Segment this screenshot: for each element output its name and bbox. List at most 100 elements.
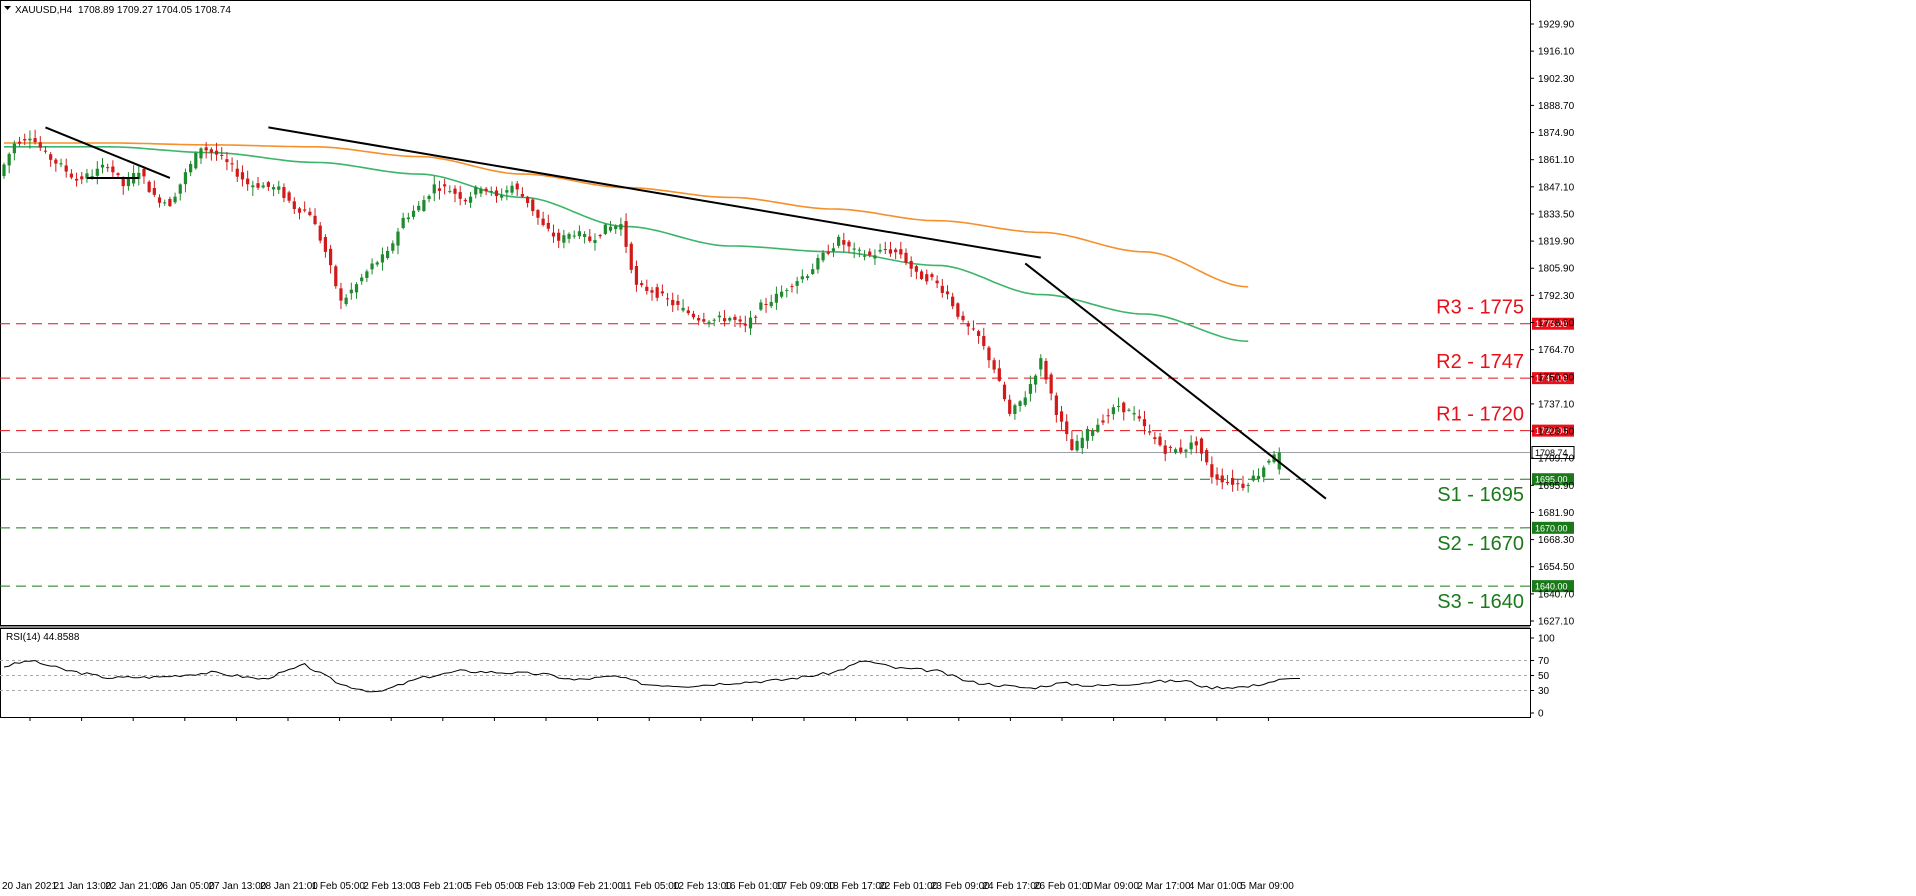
candle-body bbox=[494, 190, 499, 197]
time-tick-label: 8 Feb 13:00 bbox=[518, 881, 572, 892]
candle bbox=[1199, 437, 1204, 462]
candle-body bbox=[246, 178, 250, 185]
current-price-tag bbox=[1531, 446, 1575, 460]
candle bbox=[665, 293, 670, 307]
candle bbox=[759, 299, 763, 312]
candle bbox=[619, 217, 623, 236]
candle-body bbox=[106, 167, 110, 169]
candle-body bbox=[12, 143, 16, 154]
candle bbox=[697, 314, 701, 326]
candle-body bbox=[1080, 437, 1084, 449]
candle-body bbox=[805, 276, 810, 279]
candle-body bbox=[1101, 420, 1105, 423]
candle-body bbox=[318, 225, 322, 241]
time-tick-label: 9 Feb 21:00 bbox=[570, 881, 624, 892]
time-tick-label: 5 Mar 09:00 bbox=[1240, 881, 1294, 892]
candle bbox=[391, 240, 395, 254]
candle bbox=[1106, 408, 1110, 424]
candle bbox=[583, 231, 587, 244]
time-tick-label: 27 Jan 13:00 bbox=[208, 881, 266, 892]
candle bbox=[686, 306, 690, 316]
price-tick-label: 1764.70 bbox=[1538, 345, 1575, 356]
candle bbox=[339, 282, 343, 310]
candle-body bbox=[992, 360, 996, 370]
candle-body bbox=[277, 186, 281, 190]
price-tick-label: 1709.70 bbox=[1538, 454, 1575, 465]
time-tick-label: 26 Feb 01:00 bbox=[1034, 881, 1093, 892]
candle bbox=[956, 302, 960, 320]
candle-body bbox=[816, 258, 820, 270]
candle bbox=[577, 225, 582, 240]
candle-body bbox=[1085, 428, 1090, 441]
candle-body bbox=[956, 303, 960, 317]
candle bbox=[69, 169, 73, 180]
candle bbox=[691, 310, 696, 320]
time-tick-label: 26 Jan 05:00 bbox=[157, 881, 215, 892]
candle-body bbox=[619, 224, 623, 230]
rsi-tick-label: 70 bbox=[1538, 656, 1550, 667]
candle-body bbox=[925, 274, 929, 282]
candle bbox=[862, 250, 867, 261]
main-plot-border bbox=[0, 0, 1531, 626]
candle-body bbox=[453, 188, 457, 194]
candle bbox=[811, 263, 815, 275]
candle bbox=[790, 283, 794, 293]
candle bbox=[1236, 479, 1240, 491]
candle bbox=[417, 201, 421, 213]
candle-body bbox=[567, 233, 571, 239]
candle bbox=[7, 152, 11, 174]
candle-body bbox=[1127, 409, 1131, 411]
price-tick-label: 1737.10 bbox=[1538, 399, 1575, 410]
candle bbox=[992, 357, 996, 374]
candle-body bbox=[303, 209, 307, 211]
resistance-level-2-price-tag bbox=[1532, 372, 1574, 385]
candle bbox=[702, 312, 706, 324]
candle-body bbox=[266, 182, 270, 187]
candle bbox=[38, 136, 42, 151]
candle bbox=[510, 181, 514, 196]
price-tick-label: 1654.50 bbox=[1538, 562, 1575, 573]
rsi-tick-label: 30 bbox=[1538, 686, 1550, 697]
candle bbox=[468, 191, 473, 208]
candle bbox=[805, 274, 810, 281]
candle bbox=[614, 224, 618, 234]
candle-body bbox=[1096, 424, 1100, 432]
candle-body bbox=[38, 142, 42, 148]
time-tick-label: 22 Jan 21:00 bbox=[105, 881, 163, 892]
candle-body bbox=[847, 241, 851, 247]
candle bbox=[1002, 381, 1007, 402]
candle bbox=[111, 160, 115, 179]
candle bbox=[59, 158, 63, 168]
candle-body bbox=[204, 147, 208, 151]
candle bbox=[873, 249, 877, 265]
candle bbox=[748, 310, 753, 335]
candle bbox=[1101, 414, 1105, 426]
candle-body bbox=[821, 252, 825, 261]
candle-body bbox=[261, 185, 265, 188]
candle bbox=[603, 223, 607, 236]
candle-body bbox=[121, 177, 125, 187]
candle bbox=[448, 185, 452, 194]
candle bbox=[1132, 406, 1136, 421]
candle-body bbox=[1251, 475, 1255, 481]
rsi-tick-label: 100 bbox=[1538, 634, 1555, 645]
candle-body bbox=[69, 173, 73, 178]
candle bbox=[904, 248, 908, 266]
candle bbox=[738, 315, 742, 328]
candle bbox=[681, 299, 685, 313]
candle bbox=[54, 158, 58, 172]
support-level-1-label: S1 - 1695 bbox=[1437, 484, 1524, 506]
candle bbox=[1179, 439, 1183, 455]
main-plot-frame bbox=[0, 0, 1531, 718]
candle-body bbox=[557, 232, 561, 241]
candle-body bbox=[971, 328, 976, 330]
candle-body bbox=[800, 276, 804, 280]
candle bbox=[453, 185, 457, 203]
candle-body bbox=[240, 172, 245, 180]
candle-body bbox=[681, 307, 685, 311]
ohlc-readout: 1708.89 1709.27 1704.05 1708.74 bbox=[78, 5, 231, 16]
dropdown-arrow-icon[interactable] bbox=[4, 6, 11, 10]
candle-body bbox=[214, 150, 219, 155]
candle-body bbox=[1205, 450, 1209, 463]
candle bbox=[225, 152, 229, 171]
